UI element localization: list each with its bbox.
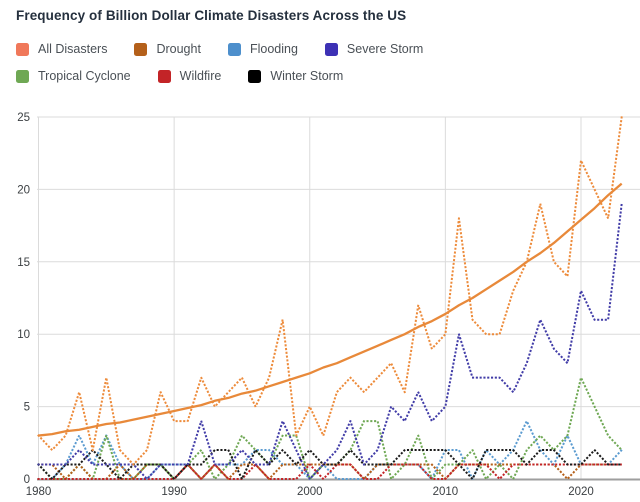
all-disasters-swatch-icon xyxy=(16,42,29,56)
flooding-swatch-icon xyxy=(227,42,241,56)
legend-item-drought: Drought xyxy=(134,42,201,56)
legend: All Disasters Drought Flooding Severe St… xyxy=(16,42,450,96)
svg-text:2000: 2000 xyxy=(297,486,323,498)
svg-text:5: 5 xyxy=(24,402,30,414)
legend-label: Tropical Cyclone xyxy=(38,69,131,83)
legend-item-wildfire: Wildfire xyxy=(157,69,222,83)
svg-text:15: 15 xyxy=(17,257,30,269)
svg-text:0: 0 xyxy=(24,474,30,486)
svg-text:10: 10 xyxy=(17,329,30,341)
legend-item-severe-storm: Severe Storm xyxy=(324,42,424,56)
legend-label: Wildfire xyxy=(179,69,222,83)
legend-item-winter-storm: Winter Storm xyxy=(248,69,343,83)
svg-text:1990: 1990 xyxy=(161,486,187,498)
legend-label: Severe Storm xyxy=(346,42,424,56)
page-title: Frequency of Billion Dollar Climate Disa… xyxy=(16,8,407,23)
wildfire-swatch-icon xyxy=(157,69,171,83)
legend-row-1: All Disasters Drought Flooding Severe St… xyxy=(16,42,450,56)
svg-text:2010: 2010 xyxy=(433,486,459,498)
winter-storm-swatch-icon xyxy=(248,69,262,83)
tropical-cyclone-swatch-icon xyxy=(16,69,29,83)
severe-storm-swatch-icon xyxy=(324,42,338,56)
legend-label: Flooding xyxy=(249,42,298,56)
svg-text:1980: 1980 xyxy=(26,486,52,498)
legend-label: All Disasters xyxy=(38,42,108,56)
drought-swatch-icon xyxy=(134,42,148,56)
svg-text:20: 20 xyxy=(17,184,30,196)
legend-item-tropical-cyclone: Tropical Cyclone xyxy=(16,69,131,83)
legend-label: Drought xyxy=(156,42,201,56)
legend-row-2: Tropical Cyclone Wildfire Winter Storm xyxy=(16,69,450,83)
legend-label: Winter Storm xyxy=(270,69,344,83)
svg-text:25: 25 xyxy=(17,112,30,124)
legend-item-all-disasters: All Disasters xyxy=(16,42,107,56)
legend-item-flooding: Flooding xyxy=(227,42,298,56)
svg-text:2020: 2020 xyxy=(568,486,594,498)
